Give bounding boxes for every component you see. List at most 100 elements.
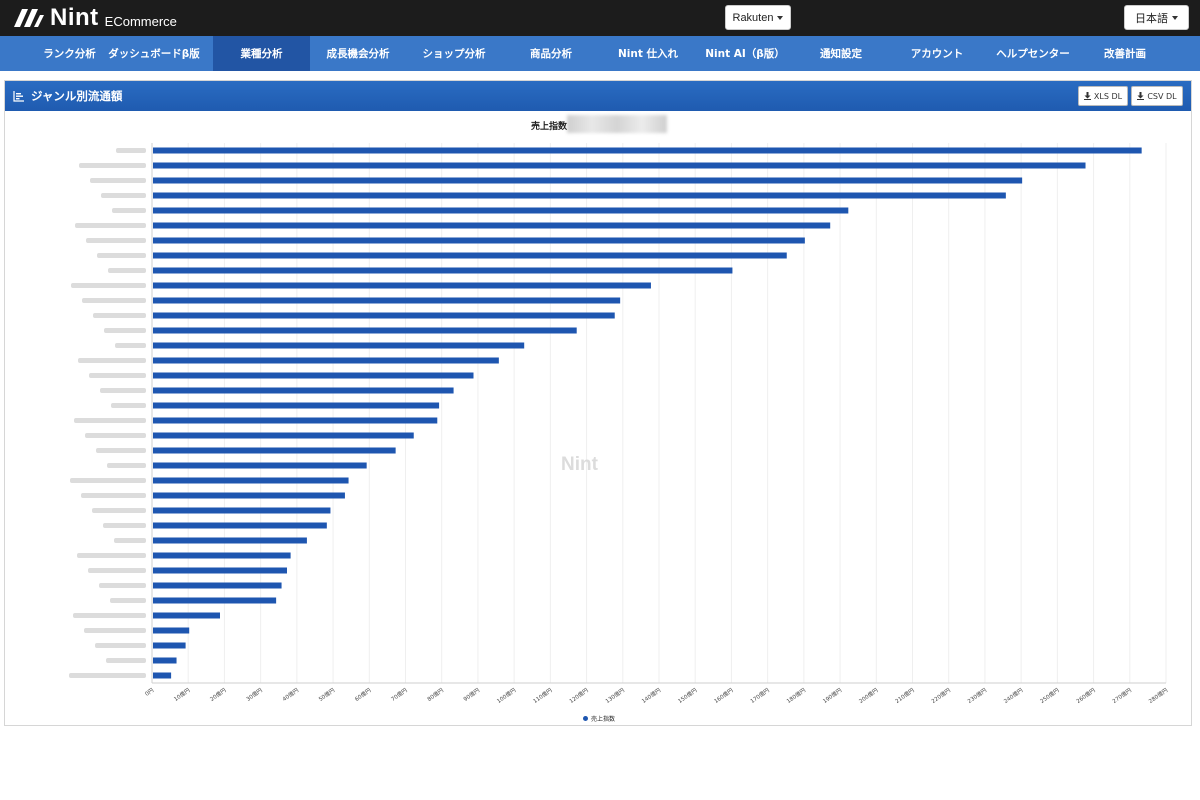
legend-dot [583,716,588,721]
bar[interactable] [153,462,367,469]
nav-item-notification-settings[interactable]: 通知設定 [794,36,888,71]
chart-legend[interactable]: 売上指数 [583,714,615,723]
genre-bar-chart: 0円 10億円 20億円 30億円 40億円 50億円 60億円 70億円 80億円 90億円 10… [69,143,1170,705]
xls-download-label: XLS DL [1093,91,1123,101]
bar[interactable] [153,507,331,514]
blurred-category-label [70,478,146,483]
bar[interactable] [153,192,1006,199]
x-tick-label: 190億円 [821,686,844,705]
blurred-category-label [78,358,146,363]
language-dropdown[interactable]: 日本語 [1124,5,1189,30]
bar-chart-icon [13,91,24,102]
bar[interactable] [153,222,831,229]
x-tick-label: 20億円 [208,686,228,703]
blurred-category-label [116,148,146,153]
x-tick-label: 70億円 [389,686,409,703]
x-tick-label: 160億円 [712,686,735,705]
x-tick-label: 250億円 [1038,686,1061,705]
bar[interactable] [153,282,651,289]
nav-label: 改善計画 [1104,48,1146,60]
bar[interactable] [153,657,177,664]
nav-item-industry-analysis[interactable]: 業種分析 [213,36,310,71]
nav-item-nint-ai[interactable]: Nint AI（β版） [696,36,794,71]
nav-label: 業種分析 [240,48,283,60]
bar[interactable] [153,357,499,364]
bar[interactable] [153,627,190,634]
blurred-subtitle [567,115,667,133]
x-tick-label: 90億円 [462,686,482,703]
bar[interactable] [153,537,307,544]
brand-name: Nint [50,4,99,31]
bar[interactable] [153,207,849,214]
blurred-category-label [114,538,146,543]
legend-label: 売上指数 [591,716,616,723]
blurred-category-label [89,373,146,378]
x-tick-label: 220億円 [930,686,953,705]
nav-item-nint-sourcing[interactable]: Nint 仕入れ [600,36,696,71]
x-tick-label: 0円 [144,687,156,698]
bar[interactable] [153,612,220,619]
nav-label: ダッシュボードβ版 [108,48,200,60]
panel-header: ジャンル別流通額 XLS DL CSV DL [5,81,1191,111]
nav-item-help-center[interactable]: ヘルプセンター [986,36,1080,71]
nint-watermark: Nint [561,454,598,475]
nav-item-growth-opportunity[interactable]: 成長機会分析 [310,36,406,71]
bar[interactable] [153,312,615,319]
nav-item-product-analysis[interactable]: 商品分析 [502,36,600,71]
bar[interactable] [153,447,396,454]
bar[interactable] [153,417,438,424]
bar[interactable] [153,552,291,559]
blurred-category-label [99,583,146,588]
nint-logo-icon [14,9,44,27]
bar[interactable] [153,492,345,499]
chevron-down-icon [1172,15,1178,20]
blurred-category-label [74,418,146,423]
blurred-category-label [110,598,146,603]
x-tick-label: 240億円 [1002,686,1025,705]
bar[interactable] [153,642,186,649]
x-tick-label: 150億円 [676,686,699,705]
bar[interactable] [153,402,440,409]
blurred-category-label [73,613,146,618]
x-tick-label: 120億円 [568,686,591,705]
bar[interactable] [153,342,525,349]
bar[interactable] [153,162,1086,169]
csv-download-button[interactable]: CSV DL [1131,86,1183,106]
nav-item-improvement-plan[interactable]: 改善計画 [1080,36,1170,71]
download-icon [1083,92,1091,100]
brand-logo[interactable]: Nint ECommerce [12,5,177,31]
xls-download-button[interactable]: XLS DL [1078,86,1128,106]
nav-item-rank-analysis[interactable]: ランク分析 [43,36,96,71]
nav-item-shop-analysis[interactable]: ショップ分析 [406,36,502,71]
bar[interactable] [153,432,414,439]
blurred-category-label [84,628,146,633]
bar[interactable] [153,297,621,304]
blurred-category-label [115,343,146,348]
bar[interactable] [153,597,277,604]
bar[interactable] [153,267,733,274]
chart-title: 売上指数 [531,122,568,132]
bar[interactable] [153,477,349,484]
bar[interactable] [153,327,577,334]
bar[interactable] [153,387,454,394]
blurred-category-label [100,388,146,393]
blurred-category-label [82,298,146,303]
bar[interactable] [153,177,1023,184]
blurred-category-label [88,568,146,573]
blurred-category-label [77,553,146,558]
bar[interactable] [153,567,287,574]
nav-item-account[interactable]: アカウント [888,36,986,71]
blurred-category-label [79,163,146,168]
bar[interactable] [153,252,787,259]
bar[interactable] [153,672,172,679]
blurred-category-label [95,643,146,648]
panel-title-text: ジャンル別流通額 [31,89,123,103]
marketplace-dropdown[interactable]: Rakuten [725,5,791,30]
bar[interactable] [153,582,282,589]
x-tick-label: 40億円 [281,686,301,703]
bar[interactable] [153,237,805,244]
nav-item-dashboard-beta[interactable]: ダッシュボードβ版 [95,36,213,71]
bar[interactable] [153,372,474,379]
bar[interactable] [153,522,327,529]
bar[interactable] [153,147,1142,154]
